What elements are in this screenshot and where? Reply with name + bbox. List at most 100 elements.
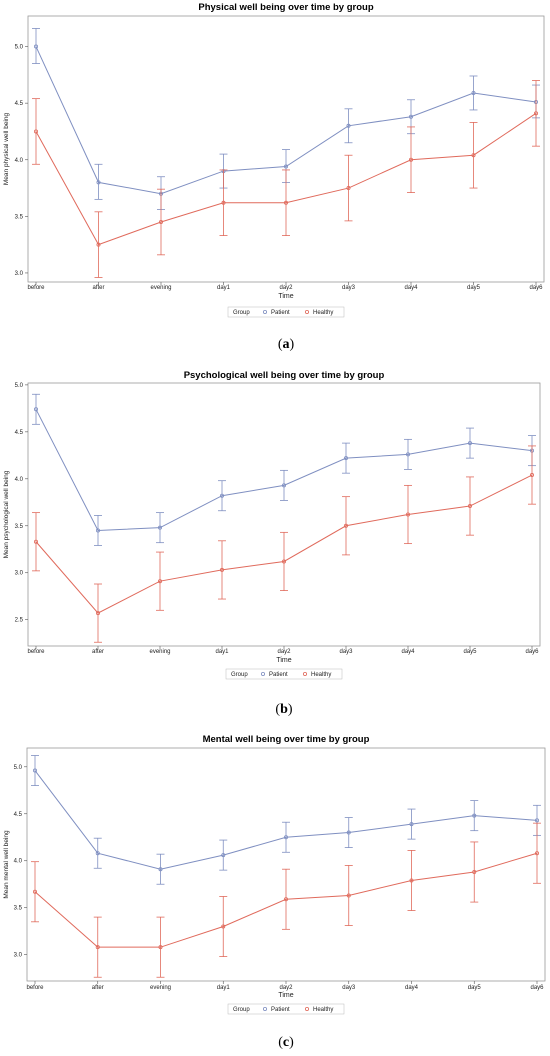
data-point <box>346 830 351 835</box>
x-axis-label: Time <box>276 657 291 664</box>
series-patient <box>32 393 536 546</box>
legend-marker <box>304 1007 309 1012</box>
data-point <box>95 945 100 950</box>
chart-title: Physical well being over time by group <box>198 2 373 13</box>
y-tick-label: 3.0 <box>15 571 24 577</box>
data-point <box>281 559 286 564</box>
panel-label-open-paren: ( <box>275 702 280 717</box>
legend-title: Group <box>233 1007 250 1013</box>
y-tick-label: 4.5 <box>15 101 24 107</box>
y-axis-label: Mean physical well being <box>3 112 10 185</box>
data-point <box>467 441 472 446</box>
data-point <box>96 180 101 185</box>
data-point <box>409 822 414 827</box>
data-point <box>408 157 413 162</box>
y-tick-label: 3.0 <box>14 953 23 959</box>
legend-entry: Healthy <box>311 672 331 678</box>
x-tick-label: day3 <box>342 285 356 291</box>
data-point <box>283 835 288 840</box>
data-point <box>343 523 348 528</box>
x-tick-label: day4 <box>404 285 418 291</box>
y-tick-label: 4.5 <box>15 430 24 436</box>
x-axis-label: Time <box>278 293 293 300</box>
data-point <box>409 878 414 883</box>
data-point <box>96 528 101 533</box>
legend: Group Patient Healthy <box>225 668 343 680</box>
series-line <box>34 852 538 948</box>
x-tick-label: day2 <box>279 985 293 991</box>
panel-label-close-paren: ) <box>288 702 293 717</box>
x-tick-label: after <box>92 285 104 291</box>
x-tick-label: evening <box>150 285 171 291</box>
y-tick-label: 4.5 <box>14 812 23 818</box>
legend-marker <box>260 672 265 677</box>
data-point <box>95 851 100 856</box>
panel-label-letter: a <box>283 337 290 352</box>
x-tick-label: day5 <box>463 649 477 655</box>
data-point <box>157 525 162 530</box>
data-point <box>34 44 39 49</box>
data-point <box>405 452 410 457</box>
data-point <box>346 893 351 898</box>
data-point <box>346 186 351 191</box>
series-line <box>35 474 533 614</box>
x-tick-label: after <box>92 985 104 991</box>
chart-panel-a: Physical well being over time by group 3.… <box>3 2 545 352</box>
series-healthy <box>31 822 541 978</box>
x-tick-label: before <box>27 285 45 291</box>
series-line <box>35 112 537 246</box>
data-point <box>471 153 476 158</box>
data-point <box>530 473 535 478</box>
y-tick-label: 4.0 <box>14 859 23 865</box>
y-tick-label: 4.0 <box>15 158 24 164</box>
data-point <box>281 483 286 488</box>
panel-label-open-paren: ( <box>278 337 283 352</box>
x-tick-label: day6 <box>529 285 543 291</box>
data-point <box>221 924 226 929</box>
x-tick-label: evening <box>149 649 170 655</box>
legend-title: Group <box>233 310 250 316</box>
panel-label-letter: b <box>280 702 288 717</box>
y-tick-label: 3.5 <box>14 906 23 912</box>
x-tick-label: before <box>26 985 44 991</box>
legend-marker <box>262 1007 267 1012</box>
legend-entry: Patient <box>271 1007 290 1013</box>
series-line <box>34 770 538 870</box>
x-axis-label: Time <box>278 992 293 999</box>
y-axis-label: Mean mental well being <box>3 830 10 899</box>
x-tick-label: day5 <box>467 285 481 291</box>
data-point <box>283 164 288 169</box>
data-point <box>283 897 288 902</box>
y-tick-label: 3.0 <box>15 271 24 277</box>
data-point <box>221 200 226 205</box>
legend-title: Group <box>231 672 248 678</box>
data-point <box>471 90 476 95</box>
data-point <box>34 539 39 544</box>
y-tick-label: 2.5 <box>15 618 24 624</box>
data-point <box>158 867 163 872</box>
y-tick-label: 5.0 <box>14 765 23 771</box>
x-tick-label: day2 <box>277 649 291 655</box>
y-axis-label: Mean psychological well being <box>3 470 10 558</box>
panel-label-letter: c <box>283 1035 289 1050</box>
chart-title: Psychological well being over time by gr… <box>184 370 385 381</box>
data-point <box>96 242 101 247</box>
series-healthy <box>32 445 536 643</box>
x-tick-label: day2 <box>279 285 293 291</box>
y-tick-label: 5.0 <box>15 45 24 51</box>
series-patient <box>31 755 541 885</box>
chart-panel-c: Mental well being over time by group 3.0 3… <box>3 734 546 1050</box>
x-tick-label: evening <box>150 985 171 991</box>
x-tick-label: after <box>92 649 104 655</box>
legend-entry: Healthy <box>313 310 333 316</box>
data-point <box>535 818 540 823</box>
legend-marker <box>302 672 307 677</box>
series-healthy <box>32 80 540 278</box>
data-point <box>408 114 413 119</box>
data-point <box>472 813 477 818</box>
x-tick-label: day4 <box>401 649 415 655</box>
data-point <box>343 456 348 461</box>
data-point <box>96 611 101 616</box>
data-point <box>221 853 226 858</box>
